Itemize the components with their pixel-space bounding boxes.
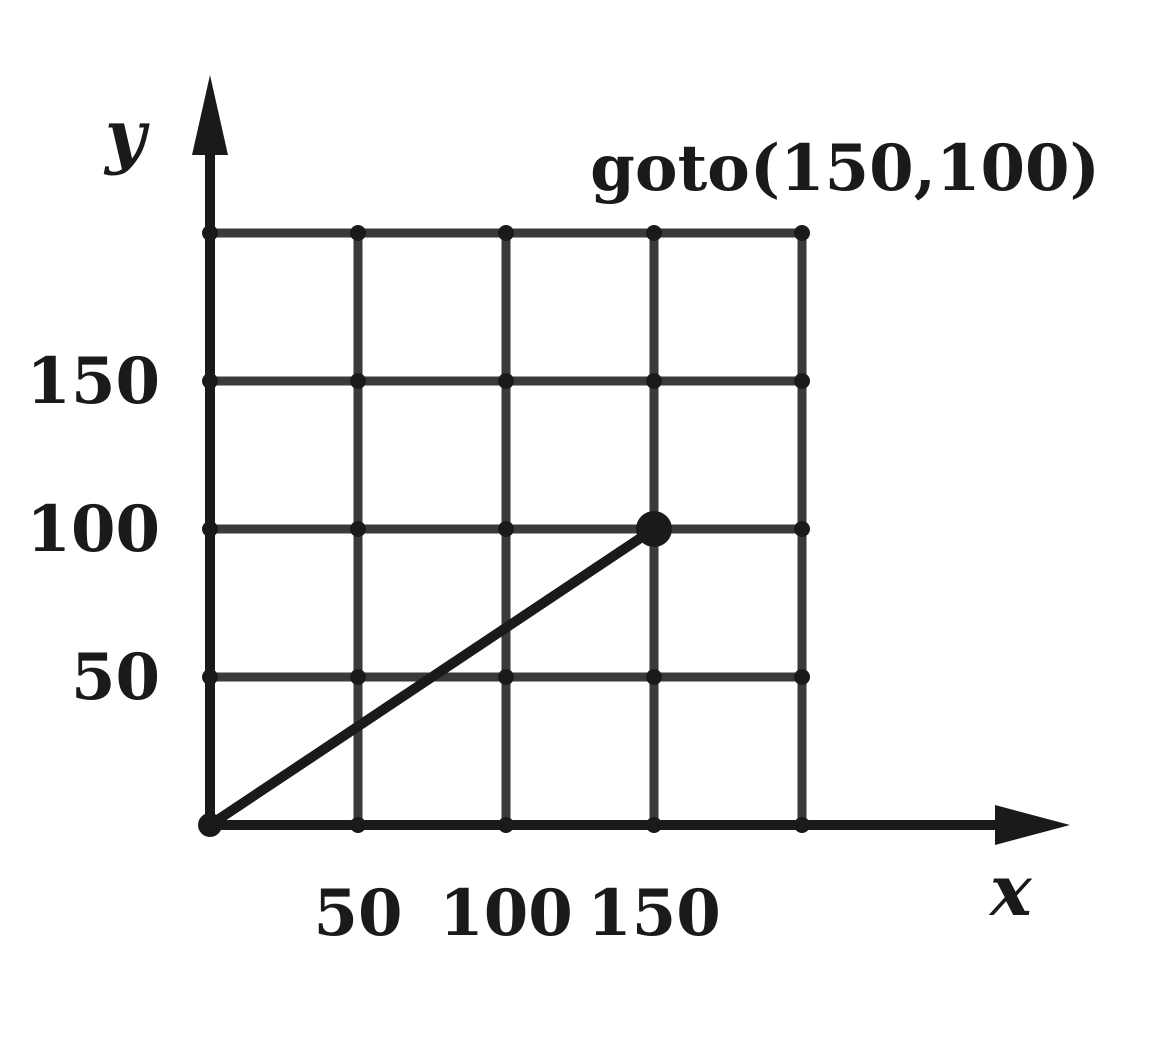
labels: y x goto(150,100) <box>103 94 1100 932</box>
y-tick-label: 50 <box>71 640 160 715</box>
grid-intersection-dot <box>794 669 810 685</box>
grid-intersection-dot <box>498 225 514 241</box>
grid-intersection-dot <box>350 373 366 389</box>
x-tick-label: 100 <box>439 876 573 951</box>
grid-intersection-dot <box>202 373 218 389</box>
grid-intersection-dot <box>646 817 662 833</box>
x-tick-label: 50 <box>313 876 402 951</box>
grid-intersection-dot <box>794 225 810 241</box>
grid-intersection-dot <box>646 373 662 389</box>
grid-intersection-dot <box>350 225 366 241</box>
goto-path <box>198 511 672 837</box>
y-axis-label: y <box>103 94 150 177</box>
axes <box>192 75 1070 845</box>
grid-intersection-dot <box>202 521 218 537</box>
path-start-point <box>198 813 222 837</box>
grid-intersection-dot <box>646 225 662 241</box>
grid-intersection-dot <box>350 669 366 685</box>
goto-command-label: goto(150,100) <box>590 131 1100 206</box>
grid-intersection-dot <box>202 669 218 685</box>
grid-intersection-dot <box>498 817 514 833</box>
grid-intersection-dot <box>202 225 218 241</box>
y-tick-label: 100 <box>26 492 160 567</box>
y-axis-arrowhead-icon <box>192 75 228 155</box>
x-tick-label: 150 <box>587 876 721 951</box>
grid-intersection-dot <box>646 669 662 685</box>
y-tick-label: 150 <box>26 344 160 419</box>
x-axis-label: x <box>988 849 1033 932</box>
grid-intersection-dot <box>350 817 366 833</box>
grid-intersection-dot <box>498 521 514 537</box>
x-axis-arrowhead-icon <box>995 805 1070 845</box>
movement-path-line <box>205 524 659 830</box>
grid-intersection-dot <box>350 521 366 537</box>
grid-intersection-dot <box>498 669 514 685</box>
grid-intersection-dot <box>794 521 810 537</box>
path-end-point <box>636 511 672 547</box>
grid-intersection-dot <box>498 373 514 389</box>
grid-intersection-dot <box>794 373 810 389</box>
grid-intersection-dot <box>794 817 810 833</box>
